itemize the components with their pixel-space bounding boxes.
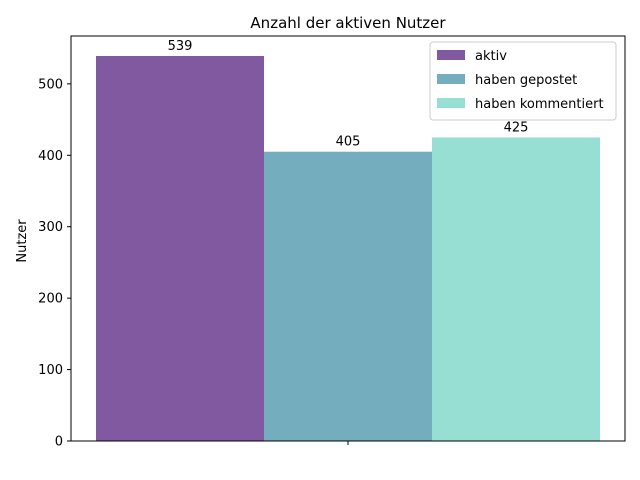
legend-entry: haben kommentiert (475, 97, 604, 112)
bar-aktiv (96, 56, 264, 441)
y-tick-label: 200 (38, 292, 63, 307)
bar-haben-kommentiert (432, 137, 600, 441)
bar-value-label: 539 (168, 39, 193, 54)
bar-value-label: 425 (504, 120, 529, 135)
legend-swatch (437, 98, 465, 108)
y-tick-label: 0 (55, 435, 63, 450)
y-tick-label: 300 (38, 220, 63, 235)
y-tick-label: 500 (38, 77, 63, 92)
bar-value-label: 405 (336, 135, 361, 150)
legend: aktiv haben gepostet haben kommentiert (429, 41, 617, 121)
chart-title: Anzahl der aktiven Nutzer (250, 14, 446, 32)
bar-haben-gepostet (264, 151, 432, 441)
plot-area: 539 405 425 0 100 200 300 400 500 (38, 35, 626, 450)
legend-box (429, 41, 617, 121)
legend-swatch (437, 50, 465, 60)
y-tick-label: 400 (38, 149, 63, 164)
y-tick-label: 100 (38, 363, 63, 378)
legend-swatch (437, 74, 465, 84)
y-axis-label: Nutzer (15, 219, 30, 263)
legend-entry: haben gepostet (475, 73, 577, 88)
legend-entry: aktiv (475, 49, 507, 64)
